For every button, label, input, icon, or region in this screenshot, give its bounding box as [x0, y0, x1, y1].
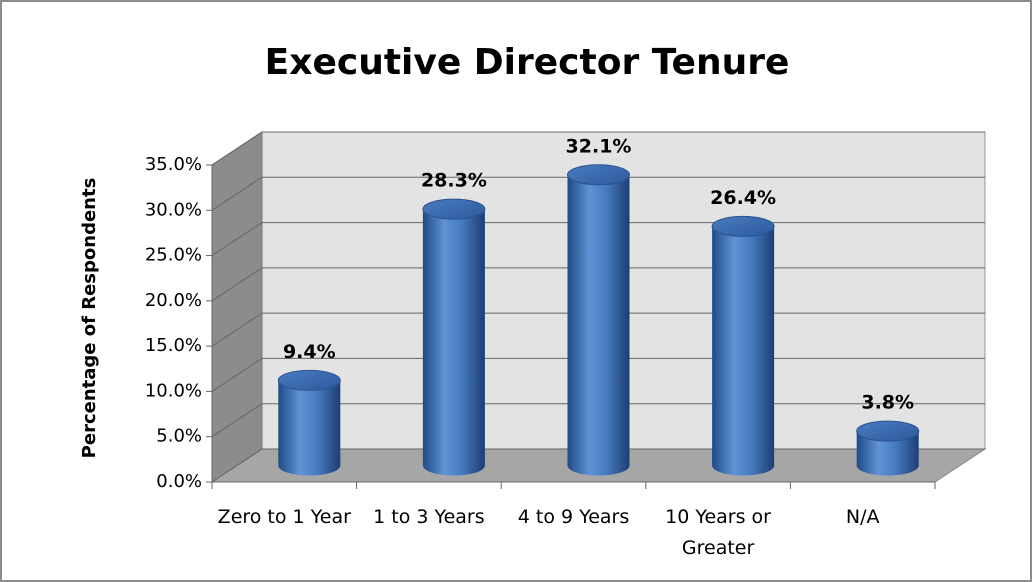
- value-label: 28.3%: [421, 170, 487, 192]
- bar: [567, 164, 630, 476]
- bar-top: [422, 198, 486, 220]
- bar: [422, 198, 486, 476]
- bar: [711, 215, 775, 476]
- grid-line-side: [211, 403, 263, 438]
- x-tick-label: Zero to 1 Year: [217, 506, 351, 528]
- value-label: 32.1%: [566, 135, 632, 157]
- y-tick-label: 0.0%: [156, 471, 202, 492]
- grid-line-side: [211, 131, 263, 166]
- bar-top: [856, 420, 920, 442]
- chart-title: Executive Director Tenure: [265, 42, 790, 83]
- grid-line-side: [211, 267, 263, 302]
- y-tick-label: 5.0%: [156, 426, 202, 447]
- bar-body: [712, 226, 775, 476]
- x-tick-label: 10 Years or Greater: [665, 506, 771, 559]
- bar-body: [278, 380, 341, 476]
- y-tick-label: 25.0%: [145, 245, 202, 266]
- bar-top: [567, 164, 630, 186]
- bar-body: [422, 209, 485, 476]
- y-tick-label: 10.0%: [145, 380, 202, 401]
- bar-top: [277, 369, 341, 391]
- x-tick-label: N/A: [845, 506, 880, 528]
- grid-line-side: [211, 176, 263, 211]
- bar-body: [567, 174, 630, 476]
- y-tick-label: 15.0%: [145, 335, 202, 356]
- bar: [277, 369, 341, 476]
- y-tick-label: 20.0%: [145, 290, 202, 311]
- grid-line-side: [211, 448, 263, 483]
- side-wall: [211, 131, 263, 483]
- grid-line-side: [211, 312, 263, 347]
- bar-body: [856, 431, 919, 476]
- value-label: 3.8%: [861, 392, 914, 414]
- bar: [856, 420, 920, 476]
- x-tick-label: 1 to 3 Years: [373, 506, 485, 528]
- y-tick-label: 35.0%: [145, 154, 202, 175]
- grid-line-side: [211, 358, 263, 392]
- bar-top: [711, 215, 775, 237]
- y-axis-label: Percentage of Respondents: [79, 178, 100, 459]
- value-label: 26.4%: [710, 187, 776, 209]
- grid-line-side: [211, 222, 263, 256]
- y-tick-label: 30.0%: [145, 199, 202, 220]
- x-tick-label: 4 to 9 Years: [517, 506, 630, 528]
- value-label: 9.4%: [283, 341, 336, 363]
